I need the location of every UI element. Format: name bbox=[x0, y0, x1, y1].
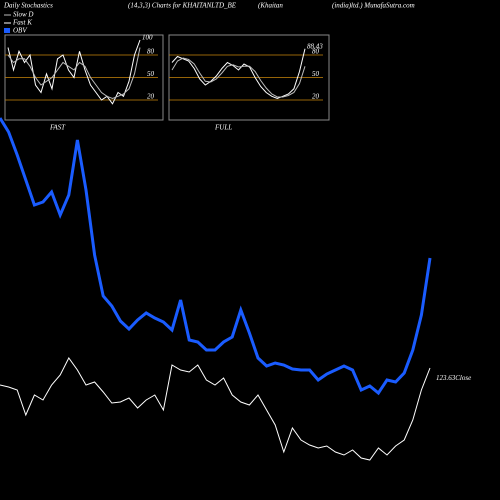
last-value-label: 88.43 bbox=[307, 42, 323, 50]
series-line bbox=[171, 48, 306, 100]
y-tick-label: 20 bbox=[312, 93, 320, 101]
series-line bbox=[0, 117, 432, 396]
y-tick-label: 50 bbox=[147, 70, 155, 78]
series-line bbox=[7, 47, 141, 100]
legend-swatch bbox=[4, 28, 10, 33]
legend-label: Slow D bbox=[13, 11, 33, 19]
panel-title: FULL bbox=[214, 124, 232, 132]
y-tick-label: 80 bbox=[312, 48, 320, 56]
legend-label: OBV bbox=[13, 27, 27, 35]
series-line bbox=[171, 57, 306, 98]
header-text: (14,3,3) Charts for KHAITANLTD_BE bbox=[128, 2, 237, 10]
header-text: (india)ltd.) MunafaSutra.com bbox=[332, 2, 415, 10]
y-tick-label: 20 bbox=[147, 93, 155, 101]
series-line bbox=[0, 357, 431, 461]
series-line bbox=[7, 39, 141, 105]
last-value-label: 100 bbox=[142, 34, 153, 42]
last-value-label: 123.63Close bbox=[436, 374, 471, 382]
close-value: 123.63 bbox=[436, 374, 456, 382]
close-name: Close bbox=[455, 374, 471, 382]
legend-label: Fast K bbox=[12, 19, 32, 27]
y-tick-label: 80 bbox=[147, 48, 155, 56]
panel-title: FAST bbox=[49, 124, 66, 132]
y-tick-label: 50 bbox=[312, 70, 320, 78]
header-text: Daily Stochastics bbox=[3, 2, 53, 10]
header-text: (Khaitan bbox=[258, 2, 283, 10]
